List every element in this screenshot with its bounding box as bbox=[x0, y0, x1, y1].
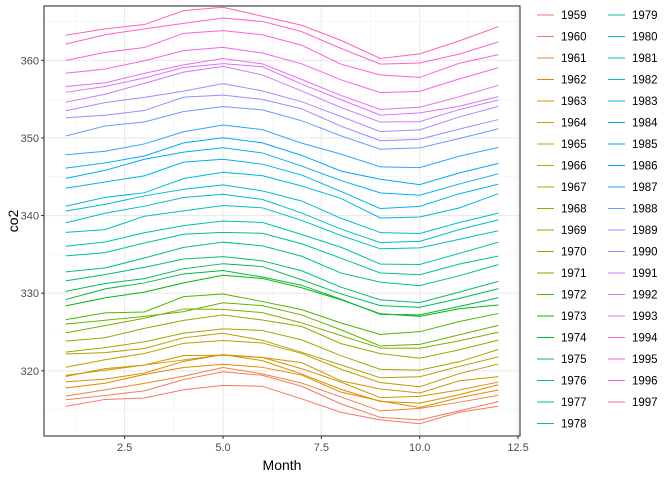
y-axis-title: co2 bbox=[5, 210, 21, 233]
legend: 1959 1960 1961 1962 1963 1964 1965 1966 1967 1968… bbox=[537, 10, 658, 431]
series-line-1962 bbox=[65, 363, 499, 409]
panel-border bbox=[43, 5, 521, 437]
series-line-1966 bbox=[65, 339, 499, 388]
series-line-1996 bbox=[65, 17, 499, 65]
legend-label-1990: 1990 bbox=[632, 247, 658, 259]
series-line-1984 bbox=[65, 158, 499, 210]
series-line-1990 bbox=[65, 83, 499, 133]
legend-label-1994: 1994 bbox=[632, 333, 658, 345]
series-line-1978 bbox=[65, 231, 499, 276]
series-line-1961 bbox=[65, 367, 499, 412]
y-tick-labels: 320 330 340 350 360 bbox=[21, 55, 39, 377]
x-tick-label: 7.5 bbox=[314, 442, 329, 454]
legend-label-1987: 1987 bbox=[632, 182, 658, 194]
legend-label-1992: 1992 bbox=[632, 290, 658, 302]
legend-label-1962: 1962 bbox=[561, 75, 587, 87]
legend-label-1959: 1959 bbox=[561, 10, 587, 22]
legend-label-1991: 1991 bbox=[632, 268, 658, 280]
legend-label-1982: 1982 bbox=[632, 75, 658, 87]
series-line-1994 bbox=[65, 46, 499, 94]
series-line-1970 bbox=[65, 308, 499, 349]
series-line-1992 bbox=[65, 63, 499, 116]
series-lines bbox=[65, 6, 499, 425]
y-tick-label: 320 bbox=[21, 366, 39, 378]
legend-label-1965: 1965 bbox=[561, 139, 587, 151]
legend-label-1968: 1968 bbox=[561, 204, 587, 216]
series-line-1986 bbox=[65, 137, 499, 186]
y-tick-label: 350 bbox=[21, 133, 39, 145]
series-line-1960 bbox=[65, 371, 499, 421]
legend-label-1988: 1988 bbox=[632, 204, 658, 216]
legend-label-1975: 1975 bbox=[561, 354, 587, 366]
legend-label-1984: 1984 bbox=[632, 118, 658, 130]
series-line-1977 bbox=[65, 241, 499, 287]
x-tick-label: 5.0 bbox=[215, 442, 230, 454]
legend-label-1993: 1993 bbox=[632, 311, 658, 323]
legend-label-1969: 1969 bbox=[561, 225, 587, 237]
legend-label-1983: 1983 bbox=[632, 96, 658, 108]
legend-label-1974: 1974 bbox=[561, 333, 587, 345]
legend-label-1981: 1981 bbox=[632, 53, 658, 65]
axis-ticks bbox=[41, 59, 519, 439]
legend-label-1979: 1979 bbox=[632, 10, 658, 22]
legend-label-1997: 1997 bbox=[632, 397, 658, 409]
series-line-1973 bbox=[65, 274, 499, 317]
y-tick-label: 330 bbox=[21, 288, 39, 300]
series-line-1980 bbox=[65, 205, 499, 250]
legend-label-1960: 1960 bbox=[561, 32, 587, 44]
series-line-1995 bbox=[65, 30, 499, 78]
legend-label-1964: 1964 bbox=[561, 118, 587, 130]
series-line-1959 bbox=[65, 384, 499, 425]
series-line-1983 bbox=[65, 171, 499, 219]
legend-label-1961: 1961 bbox=[561, 53, 587, 65]
legend-label-1985: 1985 bbox=[632, 139, 658, 151]
legend-label-1963: 1963 bbox=[561, 96, 587, 108]
series-line-1993 bbox=[65, 58, 499, 110]
series-line-1969 bbox=[65, 314, 499, 359]
series-line-1991 bbox=[65, 65, 499, 123]
legend-label-1973: 1973 bbox=[561, 311, 587, 323]
series-line-1989 bbox=[65, 94, 499, 142]
series-line-1975 bbox=[65, 263, 499, 308]
x-tick-labels: 2.5 5.0 7.5 10.0 12.5 bbox=[117, 442, 529, 454]
legend-label-1972: 1972 bbox=[561, 290, 587, 302]
legend-label-1996: 1996 bbox=[632, 376, 658, 388]
series-line-1981 bbox=[65, 193, 499, 244]
x-tick-label: 12.5 bbox=[507, 442, 528, 454]
series-line-1985 bbox=[65, 147, 499, 196]
legend-label-1978: 1978 bbox=[561, 419, 587, 431]
series-line-1976 bbox=[65, 256, 499, 304]
legend-label-1967: 1967 bbox=[561, 182, 587, 194]
legend-label-1976: 1976 bbox=[561, 376, 587, 388]
grid-minor bbox=[44, 6, 520, 436]
series-line-1965 bbox=[65, 354, 499, 394]
legend-label-1971: 1971 bbox=[561, 268, 587, 280]
series-line-1968 bbox=[65, 328, 499, 371]
legend-label-1986: 1986 bbox=[632, 161, 658, 173]
y-tick-label: 360 bbox=[21, 55, 39, 67]
series-line-1987 bbox=[65, 124, 499, 169]
series-line-1997 bbox=[65, 6, 499, 59]
x-tick-label: 10.0 bbox=[409, 442, 430, 454]
legend-label-1970: 1970 bbox=[561, 247, 587, 259]
series-line-1988 bbox=[65, 106, 499, 150]
legend-label-1995: 1995 bbox=[632, 354, 658, 366]
series-line-1972 bbox=[65, 293, 499, 335]
x-axis-title: Month bbox=[263, 457, 302, 473]
series-line-1967 bbox=[65, 332, 499, 379]
legend-label-1966: 1966 bbox=[561, 161, 587, 173]
x-tick-label: 2.5 bbox=[117, 442, 132, 454]
series-line-1974 bbox=[65, 270, 499, 316]
series-line-1979 bbox=[65, 220, 499, 265]
legend-label-1977: 1977 bbox=[561, 397, 587, 409]
series-line-1982 bbox=[65, 184, 499, 235]
legend-label-1989: 1989 bbox=[632, 225, 658, 237]
series-line-1971 bbox=[65, 302, 499, 347]
legend-label-1980: 1980 bbox=[632, 32, 658, 44]
series-line-1963 bbox=[65, 354, 499, 404]
y-tick-label: 340 bbox=[21, 211, 39, 223]
